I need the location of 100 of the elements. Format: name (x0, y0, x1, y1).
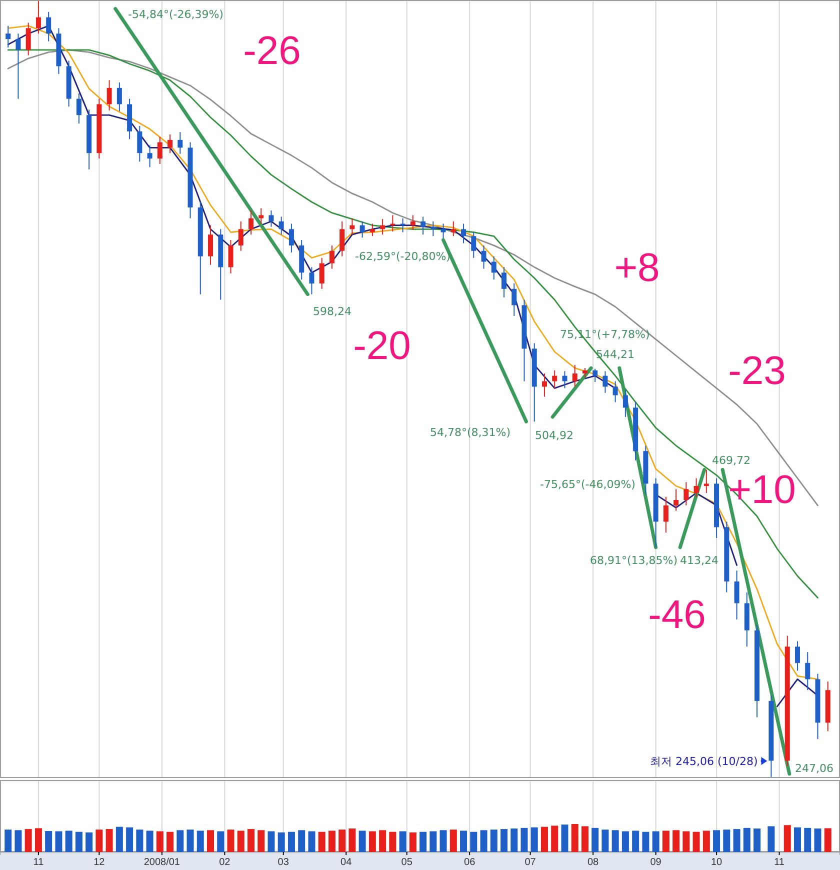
annotation: 504,92 (535, 428, 574, 442)
annotation: 54,78°(8,31%) (430, 426, 511, 439)
candlestick (552, 370, 558, 389)
candlestick (420, 216, 426, 236)
bar (207, 830, 214, 852)
bar (278, 832, 285, 852)
x-tick-label: 04 (340, 857, 352, 868)
candlestick (258, 208, 264, 224)
x-tick-label: 05 (401, 857, 413, 868)
candlestick (612, 380, 618, 403)
bar (399, 831, 406, 852)
bar (652, 831, 660, 852)
bar (409, 832, 416, 852)
x-tick-label: 2008/01 (144, 857, 180, 868)
x-tick-label: 11 (774, 857, 785, 868)
bar (237, 830, 244, 852)
bar (743, 828, 750, 852)
x-tick-label: 09 (650, 857, 662, 868)
bar (702, 830, 710, 852)
bar (146, 830, 154, 852)
bar (768, 826, 775, 852)
bar (480, 830, 488, 852)
bar (14, 830, 22, 852)
annotation: 469,72 (712, 454, 750, 467)
annotation: 598,24 (313, 304, 352, 318)
candlestick (542, 372, 547, 398)
x-tick-label: 10 (710, 857, 723, 868)
bar (540, 826, 548, 852)
candlestick (684, 482, 689, 506)
candlestick (137, 125, 142, 162)
bar (288, 832, 295, 852)
bar (268, 831, 275, 852)
annotation: -62,59°(-20,80%) (355, 250, 450, 263)
bar (500, 829, 508, 852)
annotation: -46 (648, 593, 706, 637)
candlestick (794, 640, 800, 672)
bar (328, 830, 336, 852)
candlestick (360, 220, 365, 238)
candlestick (46, 11, 52, 42)
candlestick (491, 256, 496, 280)
bar (784, 825, 791, 852)
candlestick (572, 364, 578, 388)
bar (754, 828, 761, 852)
candlestick (309, 266, 314, 295)
bar (520, 828, 528, 852)
bar (86, 832, 93, 852)
candlestick (674, 488, 679, 512)
bar (96, 830, 103, 852)
bar (460, 830, 468, 852)
bar (126, 827, 134, 852)
annotation: -20 (353, 324, 411, 368)
annotation: 68,91°(13,85%) (590, 554, 678, 567)
candlestick (390, 214, 396, 232)
candlestick (582, 368, 588, 378)
candlestick (178, 132, 183, 154)
candlestick (370, 223, 375, 237)
bar (733, 829, 740, 852)
bar (723, 830, 730, 852)
candlestick (562, 370, 568, 389)
bar (116, 826, 123, 852)
candlestick (694, 478, 699, 498)
candlestick (380, 218, 386, 236)
bar (632, 830, 640, 852)
candlestick (592, 368, 598, 383)
bar (642, 832, 650, 852)
bar (551, 826, 558, 852)
candlestick (340, 220, 345, 257)
candlestick (502, 266, 506, 298)
bar (156, 831, 164, 852)
candlestick (461, 223, 466, 244)
bar (45, 831, 52, 852)
candlestick (248, 210, 254, 236)
x-tick-label: 11 (33, 857, 44, 868)
candlestick (481, 244, 486, 270)
candlestick (350, 218, 355, 236)
bar (571, 824, 578, 852)
candlestick (329, 244, 334, 270)
bar (470, 832, 478, 852)
bar (561, 824, 568, 852)
bar (176, 830, 184, 852)
bar (298, 830, 306, 852)
annotation: -26 (243, 29, 301, 73)
candlestick (704, 469, 709, 494)
x-tick-label: 06 (464, 857, 476, 868)
bar (682, 831, 690, 852)
bar (602, 830, 609, 852)
candlestick (622, 389, 628, 418)
bar (75, 832, 82, 852)
bar (34, 828, 42, 852)
candlestick (116, 82, 122, 112)
candlestick (157, 136, 162, 164)
annotation: 최저 245,06 (10/28) (650, 754, 758, 768)
bar (166, 832, 174, 852)
candlestick (76, 92, 82, 124)
bar (662, 830, 670, 852)
annotation: -54,84°(-26,39%) (128, 8, 224, 21)
bar (824, 828, 832, 852)
x-tick-label: 12 (94, 857, 106, 868)
candlestick (6, 25, 11, 48)
annotation: +10 (728, 468, 796, 512)
